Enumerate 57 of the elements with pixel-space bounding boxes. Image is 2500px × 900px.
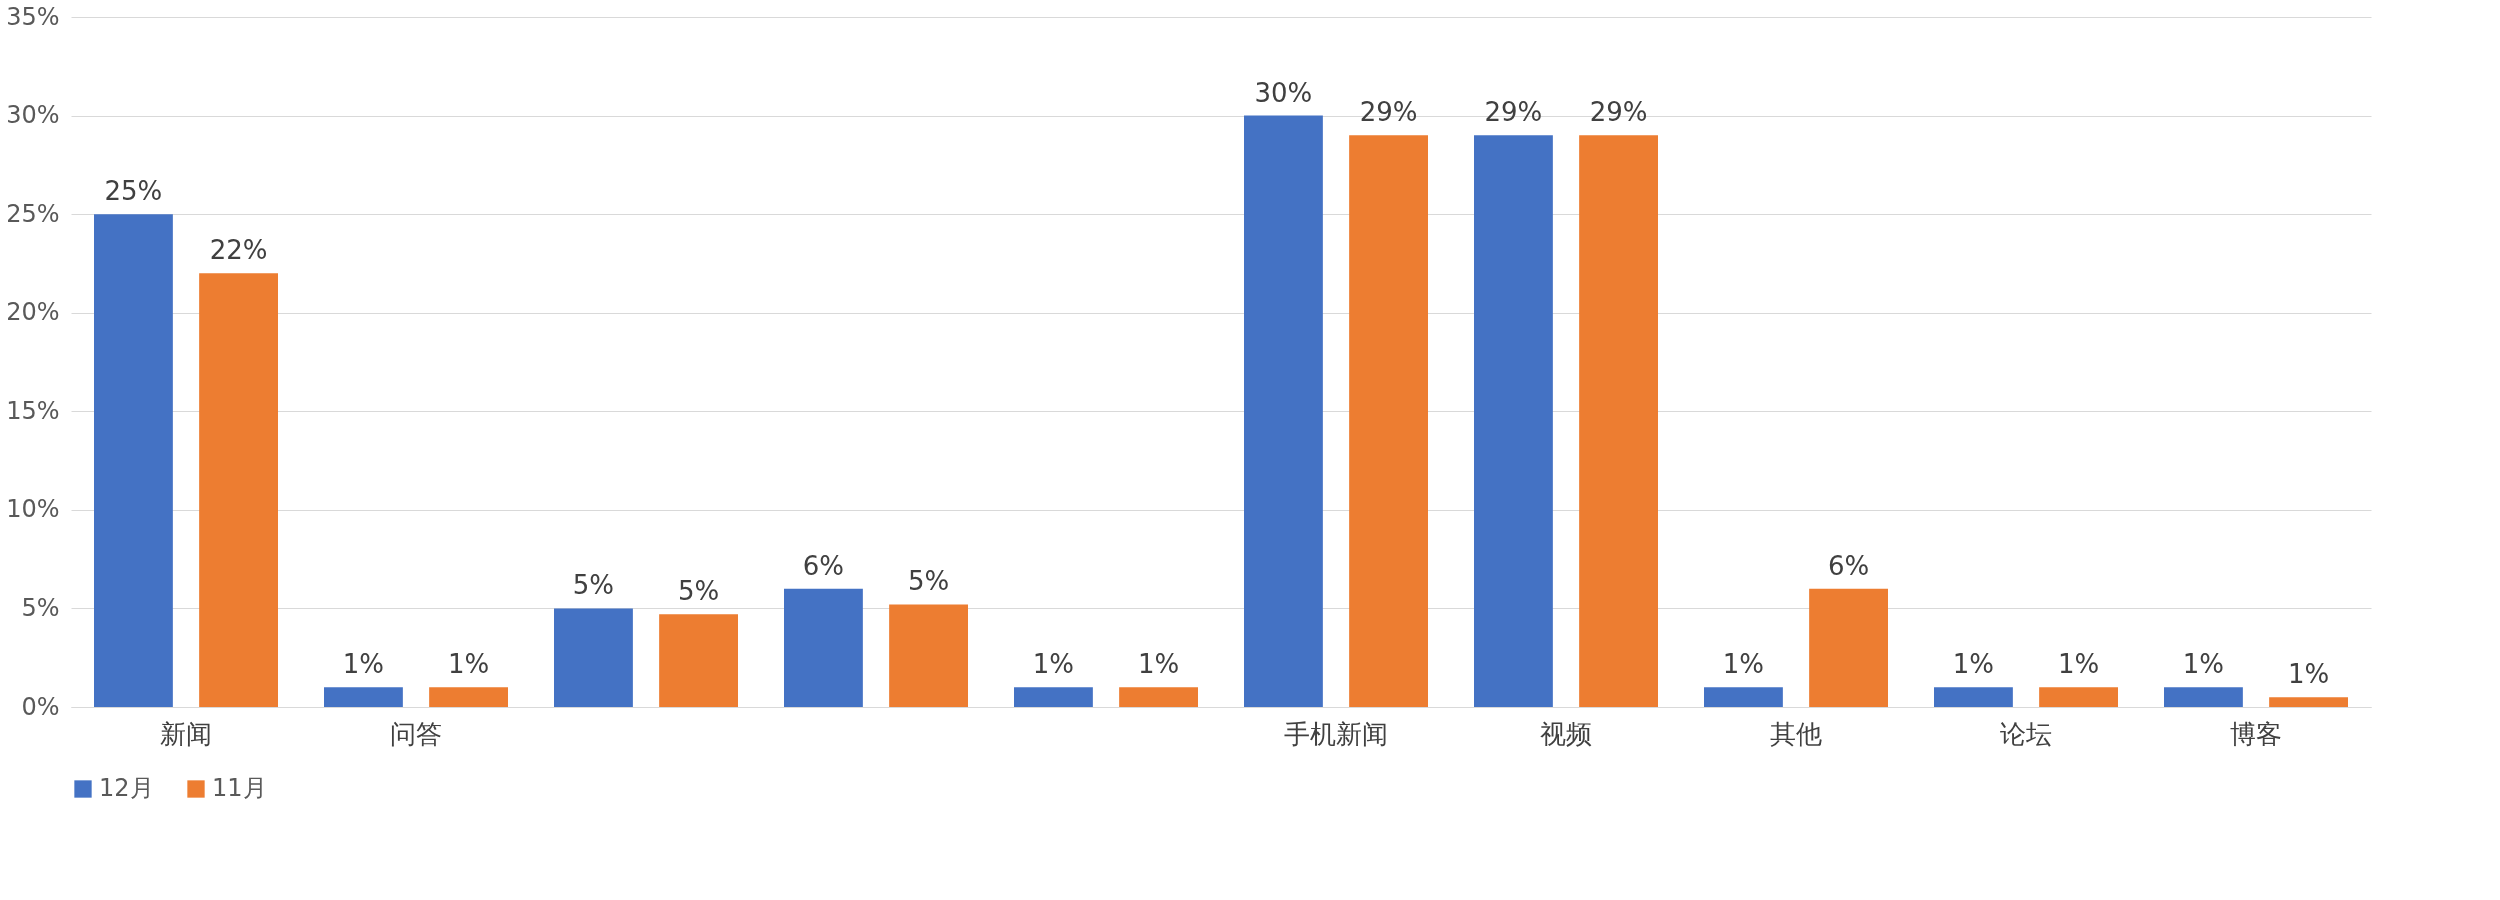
legend-label: 11月 [212,774,267,802]
data-label: 1% [1952,649,1995,680]
x-tick-label: 其他 [1770,718,1822,749]
data-label: 5% [907,566,950,597]
data-label: 22% [209,235,268,266]
x-tick-label: 视频 [1540,718,1592,749]
bar [2269,697,2348,707]
data-label: 1% [447,649,490,680]
bar [1244,115,1323,707]
x-tick-label: 新闻 [160,718,212,749]
data-label: 25% [104,176,163,207]
bar [1579,135,1658,707]
bar [2039,687,2118,707]
x-tick-label: 问答 [390,718,442,749]
data-label: 1% [342,649,385,680]
data-label: 5% [572,570,615,601]
bar [1934,687,2013,707]
data-label: 29% [1589,97,1648,128]
bar [1704,687,1783,707]
bar [199,273,278,707]
data-label: 6% [1827,550,1870,581]
bar [784,588,863,707]
y-tick-label: 35% [6,2,60,31]
data-label: 1% [2287,659,2330,690]
bar [554,608,633,707]
bar [1014,687,1093,707]
data-label: 1% [1032,649,1075,680]
y-tick-label: 30% [6,101,60,130]
x-tick-label: 博客 [2230,718,2282,749]
data-label: 29% [1359,97,1418,128]
data-label: 30% [1254,77,1313,108]
data-label: 1% [2182,649,2225,680]
data-label: 5% [677,576,720,607]
bar [659,614,738,707]
bar [429,687,508,707]
x-tick-label: 论坛 [2000,718,2052,749]
bar [2164,687,2243,707]
bar [1474,135,1553,707]
legend-label: 12月 [99,774,154,802]
bar [324,687,403,707]
bar [94,214,173,707]
y-tick-label: 20% [6,298,60,327]
data-label: 1% [2057,649,2100,680]
bar [1809,588,1888,707]
data-label: 1% [1137,649,1180,680]
data-label: 1% [1722,649,1765,680]
data-label: 29% [1484,97,1543,128]
x-tick-label: 手机新闻 [1284,718,1388,749]
data-label: 6% [802,550,845,581]
y-tick-label: 25% [6,199,60,228]
y-tick-label: 10% [6,495,60,524]
y-tick-label: 5% [21,593,60,622]
bar [889,604,968,707]
y-tick-label: 0% [21,692,60,721]
bar [1349,135,1428,707]
bar [1119,687,1198,707]
y-tick-label: 15% [6,396,60,425]
